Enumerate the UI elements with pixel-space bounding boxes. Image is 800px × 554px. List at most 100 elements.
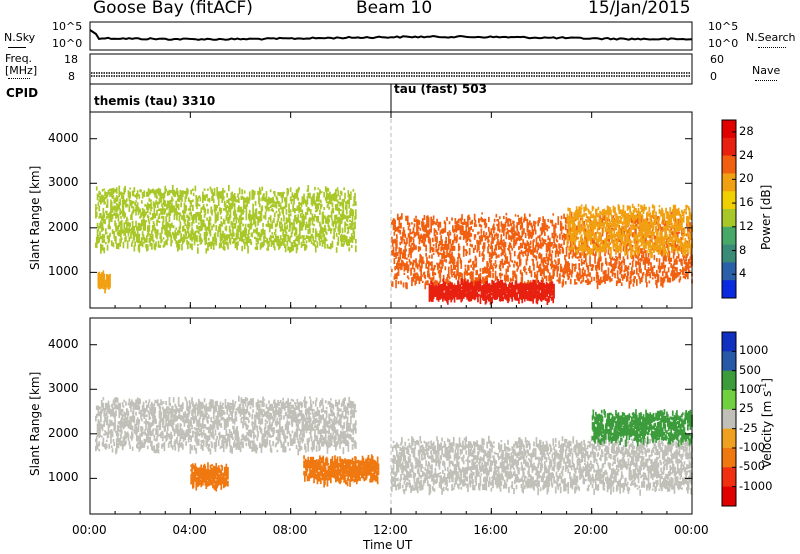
velocity-colorbar-tick-label: 100 — [739, 382, 761, 396]
power-band-1 — [95, 184, 357, 254]
x-tick-label: 00:00 — [674, 523, 709, 537]
velocity-colorbar-segment — [722, 370, 736, 391]
power-colorbar-label: Power [dB] — [759, 184, 773, 250]
y-tick-label: 2000 — [48, 219, 79, 234]
power-colorbar-segment — [722, 209, 736, 228]
power-colorbar-segment — [722, 137, 736, 157]
velocity-colorbar-label-exponent: -1 — [759, 382, 768, 391]
cpid-label: CPID — [6, 86, 39, 100]
cpid-segment-1: themis (tau) 3310 — [94, 94, 216, 108]
x-tick-label: 16:00 — [473, 523, 508, 537]
velocity-colorbar-tick-label: -100 — [739, 440, 766, 454]
x-tick-label: 20:00 — [573, 523, 609, 537]
nave-line — [755, 80, 777, 81]
noise-search-label: N.Search — [746, 31, 796, 44]
velocity-colorbar-segment — [722, 332, 736, 352]
y-tick-label: 4000 — [48, 130, 79, 145]
noise-panel-frame — [89, 21, 693, 51]
velocity-band-4 — [303, 454, 380, 488]
velocity-colorbar-tick-label: -500 — [739, 459, 766, 474]
velocity-colorbar-tick-label: -25 — [739, 420, 758, 435]
velocity-heatmap — [95, 395, 693, 496]
x-tick-label: 12:00 — [373, 523, 408, 537]
velocity-colorbar-label-text: Velocity [m s-1] — [759, 378, 774, 468]
cpid-segment-2: tau (fast) 503 — [394, 82, 487, 96]
velocity-colorbar-tick-label: 1000 — [739, 343, 769, 358]
y-tick-label: 3000 — [48, 381, 79, 396]
velocity-colorbar-frame — [721, 331, 737, 507]
power-colorbar-tick-label: 20 — [739, 171, 754, 186]
freq-line — [8, 78, 30, 79]
freq-panel-frame — [89, 53, 693, 85]
noise-sky-label: N.Sky — [4, 31, 36, 44]
velocity-colorbar-tick-label: 25 — [739, 401, 754, 416]
noise-left-tick-bottom: 10^0 — [52, 37, 83, 50]
power-colorbar-segment — [722, 155, 736, 174]
velocity-colorbar-segment — [722, 467, 736, 488]
beam-label: Beam 10 — [356, 0, 433, 18]
power-colorbar-tick-label: 12 — [739, 218, 754, 233]
velocity-colorbar — [721, 331, 737, 507]
xlabel: Time UT — [363, 538, 413, 552]
power-band-4 — [428, 278, 555, 305]
velocity-colorbar-segment — [722, 448, 736, 468]
velocity-colorbar-segment — [722, 409, 736, 430]
velocity-colorbar-label: Velocity [m s-1] — [759, 378, 774, 468]
velocity-band-3 — [190, 462, 229, 492]
power-colorbar-segment — [722, 244, 736, 263]
nave-tick-top: 60 — [710, 53, 724, 66]
power-colorbar-segment — [722, 173, 736, 192]
power-band-5 — [566, 203, 693, 259]
freq-unit-label: [MHz] — [5, 64, 38, 77]
power-heatmap — [95, 184, 693, 305]
nave-label: Nave — [752, 64, 781, 77]
power-colorbar-tick-label: 4 — [739, 266, 747, 281]
x-tick-label: 00:00 — [72, 523, 107, 537]
power-band-3 — [391, 211, 693, 290]
power-colorbar-segment — [722, 280, 736, 299]
freq-tick-top: 18 — [64, 53, 78, 66]
power-colorbar-tick-label: 28 — [739, 123, 754, 138]
noise-search-line — [758, 47, 786, 48]
velocity-colorbar-segment — [722, 351, 736, 372]
freq-label: Freq. — [5, 52, 33, 65]
velocity-colorbar-segment — [722, 390, 736, 410]
velocity-colorbar-tick-label: 500 — [739, 362, 761, 377]
noise-sky-line — [8, 47, 26, 48]
velocity-band-1 — [95, 395, 357, 456]
power-colorbar-frame — [721, 119, 737, 299]
power-band-2 — [97, 270, 111, 294]
freq-tick-bottom: 8 — [68, 70, 75, 83]
power-colorbar — [721, 119, 737, 299]
power-ylabel: Slant Range [km] — [28, 165, 42, 270]
date-label: 15/Jan/2015 — [588, 0, 691, 18]
velocity-colorbar-segment — [722, 486, 736, 507]
noise-sky-trace — [89, 29, 693, 41]
velocity-colorbar-segment — [722, 428, 736, 449]
y-tick-label: 1000 — [48, 264, 79, 279]
plot-title: Goose Bay (fitACF) — [93, 0, 253, 18]
velocity-ylabel: Slant Range [km] — [28, 371, 42, 476]
power-colorbar-segment — [722, 191, 736, 210]
y-tick-label: 4000 — [48, 336, 79, 351]
velocity-band-5 — [591, 409, 693, 447]
nave-tick-bottom: 0 — [710, 70, 717, 83]
noise-left-tick-top: 10^5 — [52, 20, 83, 33]
x-tick-label: 04:00 — [172, 523, 207, 537]
power-colorbar-tick-label: 16 — [739, 195, 754, 210]
y-tick-label: 3000 — [48, 175, 79, 190]
power-colorbar-segment — [722, 120, 736, 139]
velocity-band-2 — [391, 435, 693, 496]
noise-right-tick-bottom: 10^0 — [708, 37, 739, 50]
noise-right-tick-top: 10^5 — [708, 20, 739, 33]
power-colorbar-tick-label: 8 — [739, 242, 747, 257]
axes-ticks — [89, 112, 693, 514]
power-colorbar-segment — [722, 262, 736, 281]
power-colorbar-tick-label: 24 — [739, 147, 754, 162]
power-colorbar-segment — [722, 226, 736, 246]
y-tick-label: 2000 — [48, 425, 79, 440]
x-tick-label: 08:00 — [272, 523, 308, 537]
velocity-colorbar-tick-label: -1000 — [739, 478, 773, 493]
y-tick-label: 1000 — [48, 470, 79, 485]
